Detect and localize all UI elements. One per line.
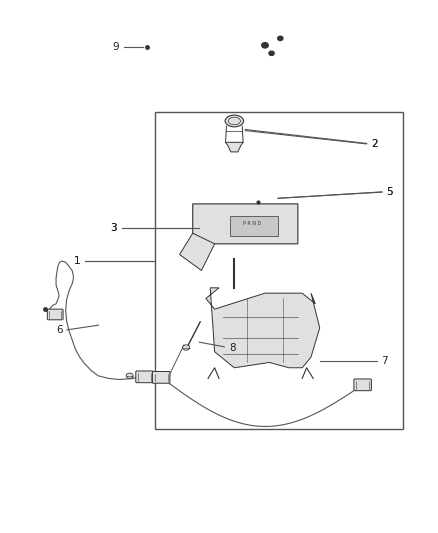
Bar [155,112,403,429]
Text: 5: 5 [386,187,393,197]
Polygon shape [230,216,278,236]
Ellipse shape [183,345,190,350]
FancyBboxPatch shape [152,372,170,383]
FancyBboxPatch shape [354,379,371,391]
Text: 3: 3 [110,223,117,233]
Text: P R N D: P R N D [243,221,261,227]
FancyBboxPatch shape [136,371,153,383]
Text: 3: 3 [110,223,117,233]
Text: 7: 7 [381,357,388,366]
Ellipse shape [126,373,133,378]
Polygon shape [226,142,243,152]
Text: 6: 6 [56,326,63,335]
FancyBboxPatch shape [47,309,63,320]
Text: 1: 1 [73,256,80,266]
Polygon shape [180,233,215,271]
Ellipse shape [225,115,244,127]
Text: 1: 1 [73,256,80,266]
Ellipse shape [261,43,268,48]
Text: 5: 5 [386,187,393,197]
Ellipse shape [269,51,274,55]
Ellipse shape [278,36,283,41]
Text: 2: 2 [371,139,378,149]
Text: 2: 2 [371,139,378,149]
Polygon shape [193,204,298,244]
Polygon shape [206,288,320,368]
Text: 8: 8 [229,343,236,352]
Text: 9: 9 [113,42,120,52]
